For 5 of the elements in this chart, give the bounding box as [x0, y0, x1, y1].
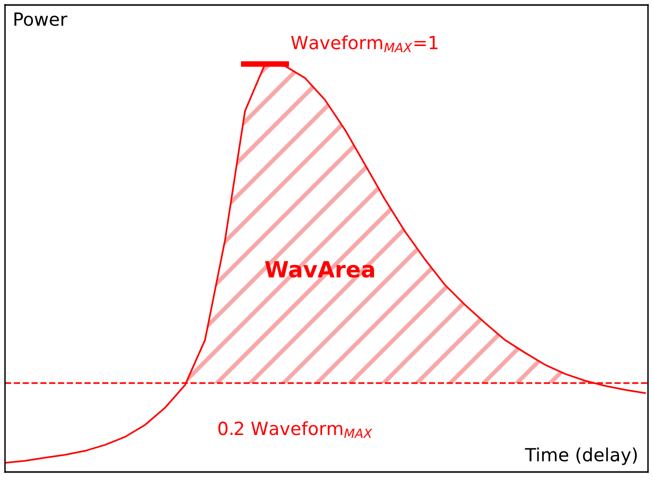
text: Waveform$_{MAX}$=1	[291, 35, 438, 52]
ref-line-label: 0.2 Waveform$_{MAX}$	[218, 421, 372, 438]
y-axis-title: Power	[14, 12, 68, 26]
x-axis-title: Time (delay)	[524, 448, 637, 465]
annotation: WavArea	[265, 261, 374, 278]
